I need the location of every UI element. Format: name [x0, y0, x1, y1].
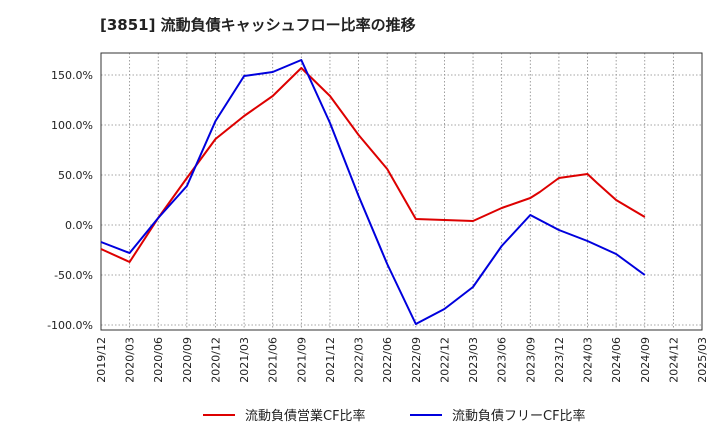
x-tick-label: 2020/12: [209, 337, 222, 383]
y-tick-label: 150.0%: [51, 69, 93, 82]
x-tick-label: 2025/03: [696, 337, 709, 383]
x-tick-label: 2022/09: [410, 337, 423, 383]
y-tick-label: 0.0%: [65, 219, 93, 232]
x-tick-label: 2021/06: [267, 337, 280, 383]
x-tick-label: 2019/12: [95, 337, 108, 383]
x-tick-label: 2024/06: [610, 337, 623, 383]
x-tick-label: 2020/03: [124, 337, 137, 383]
x-tick-label: 2020/06: [152, 337, 165, 383]
legend: 流動負債営業CF比率 流動負債フリーCF比率: [203, 408, 586, 424]
x-tick-label: 2021/09: [295, 337, 308, 383]
series-line-2: [100, 59, 646, 325]
x-tick-label: 2021/12: [324, 337, 337, 383]
x-tick-label: 2023/06: [496, 337, 509, 383]
x-tick-label: 2024/12: [667, 337, 680, 383]
series-line-1: [100, 67, 646, 263]
x-tick-label: 2024/09: [639, 337, 652, 383]
x-tick-label: 2023/09: [524, 337, 537, 383]
x-tick-label: 2021/03: [238, 337, 251, 383]
y-tick-label: 100.0%: [51, 119, 93, 132]
series-layer: [100, 59, 646, 325]
x-tick-label: 2022/12: [438, 337, 451, 383]
axis-layer: 2019/12 2020/03 2020/06 2020/09 2020/12 2021/…: [47, 52, 709, 383]
y-tick-label: 50.0%: [58, 169, 93, 182]
legend-label-2: 流動負債フリーCF比率: [452, 408, 586, 424]
grid-layer: [101, 53, 702, 330]
x-tick-label: 2023/12: [553, 337, 566, 383]
y-tick-label: -100.0%: [47, 319, 93, 332]
x-tick-label: 2022/03: [353, 337, 366, 383]
x-tick-label: 2024/03: [582, 337, 595, 383]
legend-label-1: 流動負債営業CF比率: [245, 408, 366, 424]
x-tick-label: 2023/03: [467, 337, 480, 383]
y-tick-label: -50.0%: [54, 269, 93, 282]
x-tick-label: 2020/09: [181, 337, 194, 383]
plot-area-border: [100, 52, 703, 331]
chart-title: [3851] 流動負債キャッシュフロー比率の推移: [100, 16, 416, 34]
x-tick-label: 2022/06: [381, 337, 394, 383]
